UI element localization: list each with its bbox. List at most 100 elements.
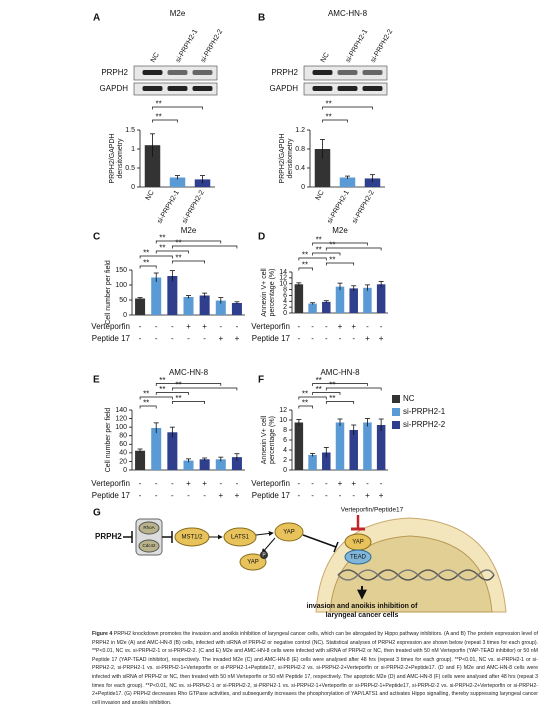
diagram: G PRPH2 RhoA Cdc42 MST1/2 LATS1 YAP YAP … bbox=[93, 507, 507, 619]
bar bbox=[151, 277, 162, 315]
y-tick-label: 14 bbox=[279, 269, 287, 276]
treatment-sign: - bbox=[155, 491, 158, 500]
y-tick-label: 100 bbox=[115, 424, 127, 431]
treatment-sign: - bbox=[236, 479, 239, 488]
sig-label: ** bbox=[329, 241, 335, 250]
treatment-sign: + bbox=[186, 322, 191, 331]
treatment-sign: - bbox=[380, 322, 383, 331]
treatment-sign: - bbox=[339, 334, 342, 343]
bar bbox=[151, 428, 162, 470]
sig-bracket bbox=[139, 255, 173, 259]
treatment-sign: - bbox=[352, 491, 355, 500]
sig-bracket bbox=[325, 262, 355, 266]
treatment-label: Peptide 17 bbox=[252, 334, 291, 343]
treatment-sign: - bbox=[352, 334, 355, 343]
bar bbox=[335, 422, 345, 470]
sig-label: ** bbox=[302, 251, 308, 260]
bar bbox=[363, 287, 372, 313]
sig-label: ** bbox=[302, 399, 308, 408]
treatment-sign: - bbox=[155, 479, 158, 488]
treatment-sign: - bbox=[139, 334, 142, 343]
treatment-sign: - bbox=[325, 479, 328, 488]
bar bbox=[308, 455, 317, 470]
treatment-sign: + bbox=[351, 479, 356, 488]
sig-bracket bbox=[325, 401, 355, 404]
blot-band bbox=[312, 86, 333, 91]
bar bbox=[322, 452, 331, 470]
x-tick-label: NC bbox=[145, 189, 156, 201]
treatment-sign: - bbox=[366, 322, 369, 331]
node-label: PRPH2 bbox=[95, 532, 122, 541]
sig-bracket bbox=[155, 240, 222, 244]
treatment-sign: - bbox=[171, 479, 174, 488]
y-tick-label: 1 bbox=[131, 146, 135, 153]
blot-band bbox=[192, 70, 213, 75]
treatment-sign: - bbox=[311, 322, 314, 331]
sig-label: ** bbox=[316, 376, 322, 385]
lane-label: si-PRPH2-2 bbox=[200, 28, 225, 64]
treatment-sign: + bbox=[218, 334, 223, 343]
y-tick-label: 0 bbox=[131, 184, 135, 191]
treatment-label: Peptide 17 bbox=[252, 491, 291, 500]
y-tick-label: 0 bbox=[123, 467, 127, 474]
treatment-sign: + bbox=[365, 334, 370, 343]
treatment-sign: - bbox=[325, 322, 328, 331]
bar bbox=[349, 288, 358, 313]
treatment-sign: + bbox=[235, 491, 240, 500]
sig-label: ** bbox=[316, 246, 322, 255]
y-tick-label: 0 bbox=[283, 310, 287, 317]
sig-label: ** bbox=[302, 390, 308, 399]
treatment-sign: + bbox=[338, 322, 343, 331]
sig-label: ** bbox=[175, 394, 181, 403]
y-axis-label: PRPH2/GAPDH bbox=[109, 133, 116, 183]
sig-label: ** bbox=[175, 254, 181, 263]
treatment-sign: + bbox=[379, 491, 384, 500]
lane-label: NC bbox=[320, 52, 331, 64]
panel-letter: B bbox=[258, 13, 265, 24]
x-tick-label: si-PRPH2-1 bbox=[326, 189, 351, 225]
caption-label: Figure 4 bbox=[92, 631, 113, 637]
y-axis-label: Cell number per field bbox=[105, 408, 112, 473]
panel-title: M2e bbox=[170, 9, 186, 18]
bar bbox=[183, 460, 194, 470]
arrow bbox=[255, 531, 274, 536]
treatment-sign: - bbox=[203, 491, 206, 500]
inhibit-line bbox=[302, 534, 337, 548]
y-tick-label: 140 bbox=[115, 407, 127, 414]
y-tick-label: 1.5 bbox=[125, 127, 135, 134]
node bbox=[274, 522, 304, 542]
y-axis-label: percentage (%) bbox=[269, 416, 276, 464]
bar bbox=[144, 145, 161, 187]
bar bbox=[376, 425, 386, 470]
bar bbox=[169, 177, 186, 187]
bar bbox=[231, 303, 242, 315]
y-tick-label: 12 bbox=[279, 407, 287, 414]
sig-bracket bbox=[155, 383, 222, 386]
node-label: LATS1 bbox=[231, 535, 250, 541]
node-label: TEAD bbox=[350, 555, 367, 561]
blot-band bbox=[362, 70, 383, 75]
y-tick-label: 80 bbox=[119, 433, 127, 440]
sig-bracket bbox=[298, 257, 327, 261]
legend-swatch bbox=[392, 395, 400, 403]
y-tick-label: 8 bbox=[283, 286, 287, 293]
panel-letter: D bbox=[258, 232, 265, 243]
legend-label: si-PRPH2-2 bbox=[403, 420, 446, 429]
node-label: Cdc42 bbox=[142, 543, 156, 548]
lane-label: si-PRPH2-2 bbox=[370, 28, 395, 64]
x-tick-label: si-PRPH2-2 bbox=[351, 189, 376, 225]
treatment-sign: - bbox=[311, 334, 314, 343]
sig-label: ** bbox=[143, 249, 149, 258]
blot-band bbox=[362, 86, 383, 91]
sig-bracket bbox=[298, 396, 327, 400]
panel-title: AMC-HN-8 bbox=[328, 9, 368, 18]
y-tick-label: 40 bbox=[119, 450, 127, 457]
treatment-sign: - bbox=[187, 491, 190, 500]
y-axis-label: Cell number per field bbox=[105, 260, 112, 325]
panel-letter: G bbox=[93, 508, 101, 519]
blot-band bbox=[142, 70, 163, 75]
bar bbox=[167, 276, 178, 315]
y-tick-label: 0 bbox=[123, 312, 127, 319]
panel-letter: C bbox=[93, 232, 100, 243]
